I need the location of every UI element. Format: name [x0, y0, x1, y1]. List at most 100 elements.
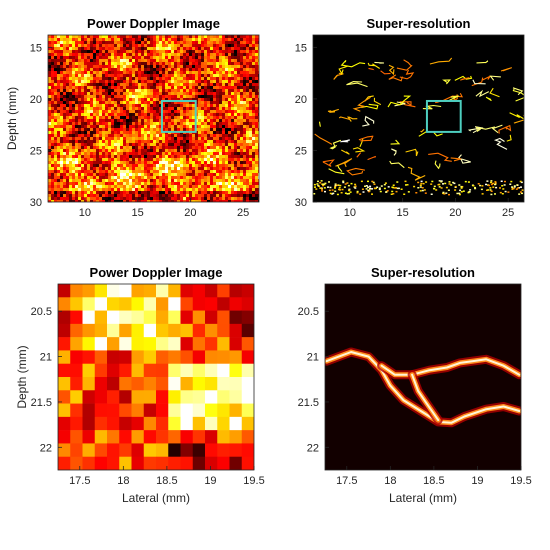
pixel	[171, 149, 174, 152]
pixel	[228, 170, 231, 173]
pixel	[60, 56, 63, 59]
pixel	[183, 140, 186, 143]
pixel	[249, 110, 252, 113]
pixel	[81, 71, 84, 74]
pixel	[229, 430, 243, 444]
pixel	[111, 173, 114, 176]
pixel	[69, 173, 72, 176]
pixel	[96, 185, 99, 188]
pixel	[228, 92, 231, 95]
pixel	[69, 116, 72, 119]
vessel-trace	[373, 97, 382, 106]
pixel	[237, 176, 240, 179]
pixel	[159, 53, 162, 56]
pixel	[252, 86, 255, 89]
pixel	[204, 62, 207, 65]
pixel	[156, 83, 159, 86]
pixel	[69, 83, 72, 86]
pixel	[123, 71, 126, 74]
pixel	[156, 337, 169, 351]
pixel	[93, 53, 96, 56]
pixel	[69, 161, 72, 164]
pixel	[66, 56, 69, 59]
pixel	[201, 188, 204, 191]
pixel	[162, 62, 165, 65]
pixel	[99, 68, 102, 71]
pixel	[186, 137, 189, 140]
pixel	[168, 179, 171, 182]
pixel	[147, 38, 150, 41]
vessel-dot	[509, 183, 512, 185]
pixel	[141, 146, 144, 149]
pixel	[231, 191, 234, 194]
pixel	[192, 377, 206, 391]
pixel	[222, 173, 225, 176]
pixel	[201, 41, 204, 44]
pixel	[252, 50, 255, 53]
pixel	[131, 403, 145, 418]
pixel	[48, 170, 51, 173]
pixel	[90, 92, 93, 95]
pixel	[143, 443, 157, 458]
pixel	[222, 134, 225, 137]
pixel	[129, 125, 132, 128]
pixel	[249, 68, 252, 71]
pixel	[132, 41, 135, 44]
pixel	[78, 122, 81, 125]
pixel	[255, 134, 258, 137]
pixel	[111, 122, 114, 125]
pixel	[82, 310, 96, 325]
pixel	[255, 152, 258, 155]
pixel	[117, 83, 120, 86]
pixel	[111, 59, 114, 62]
pixel	[138, 62, 141, 65]
pixel	[132, 44, 135, 47]
pixel	[174, 128, 177, 131]
pixel	[217, 284, 230, 298]
pixel	[243, 107, 246, 110]
pixel	[72, 182, 75, 185]
pixel	[216, 119, 219, 122]
pixel	[84, 83, 87, 86]
pixel	[75, 185, 78, 188]
pixel	[252, 170, 255, 173]
pixel	[240, 188, 243, 191]
pixel	[252, 173, 255, 176]
pixel	[210, 188, 213, 191]
pixel	[213, 176, 216, 179]
pixel	[57, 47, 60, 50]
pixel	[156, 59, 159, 62]
pixel	[57, 113, 60, 116]
pixel	[135, 158, 138, 161]
pixel	[204, 125, 207, 128]
vessel-dot	[477, 183, 480, 185]
pixel	[117, 110, 120, 113]
pixel	[222, 125, 225, 128]
vessel-dot	[452, 181, 455, 184]
pixel	[198, 77, 201, 80]
pixel	[66, 131, 69, 134]
pixel	[225, 116, 228, 119]
pixel	[63, 179, 66, 182]
pixel	[258, 68, 259, 71]
vessel-dot	[460, 187, 463, 189]
pixel	[138, 98, 141, 101]
pixel	[240, 152, 243, 155]
pixel	[60, 71, 63, 74]
pixel	[51, 137, 54, 140]
pixel	[162, 38, 165, 41]
vessel-dot	[511, 186, 513, 188]
vessel-dot	[469, 189, 472, 191]
pixel	[75, 176, 78, 179]
pixel	[162, 119, 165, 122]
vessel-dot	[492, 186, 495, 188]
pixel	[126, 44, 129, 47]
pixel	[183, 128, 186, 131]
pixel	[216, 74, 219, 77]
vessel-dot	[421, 187, 424, 189]
pixel	[249, 173, 252, 176]
pixel	[243, 98, 246, 101]
pixel	[72, 128, 75, 131]
pixel	[240, 65, 243, 68]
